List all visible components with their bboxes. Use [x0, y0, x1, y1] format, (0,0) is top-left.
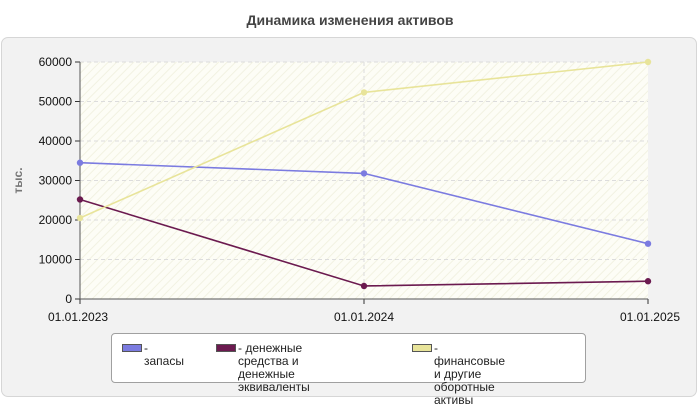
data-point-1-2[interactable]: [644, 278, 652, 285]
grid: [80, 61, 648, 299]
data-point-2-0[interactable]: [76, 214, 84, 222]
series: [76, 58, 652, 290]
x-tick-label: 01.01.2024: [334, 310, 394, 324]
y-tick-label: 20000: [39, 213, 73, 227]
x-tick-label: 01.01.2025: [620, 310, 680, 324]
legend-swatch-financial: [412, 344, 432, 352]
legend-label-cash: - денежные средства и денежные эквивален…: [238, 341, 310, 394]
y-tick-label: 60000: [39, 55, 73, 69]
x-tick-label: 01.01.2023: [48, 310, 108, 324]
chart-title: Динамика изменения активов: [246, 12, 454, 28]
axes: 0 10000 20000 30000 40000 50000 60000 01.01.202…: [39, 55, 681, 324]
data-point-0-2[interactable]: [644, 240, 652, 247]
data-point-1-0[interactable]: [76, 196, 84, 203]
legend-label-zapasy: - запасы: [144, 341, 184, 368]
data-point-2-1[interactable]: [360, 89, 368, 96]
y-tick-label: 50000: [39, 95, 73, 109]
y-tick-label: 30000: [39, 174, 73, 188]
data-point-2-2[interactable]: [644, 58, 652, 66]
data-point-1-1[interactable]: [360, 282, 368, 290]
legend-label-financial: - финансовые и другие оборотные активы: [434, 341, 505, 407]
legend: - запасы - денежные средства и денежные …: [111, 333, 586, 407]
y-tick-label: 10000: [39, 253, 73, 267]
y-tick-label: 40000: [39, 134, 73, 148]
legend-swatch-cash: [216, 344, 236, 352]
legend-swatch-zapasy: [122, 344, 142, 352]
data-point-0-0[interactable]: [76, 159, 84, 166]
y-axis-title: тыс.: [11, 167, 25, 193]
data-point-0-1[interactable]: [360, 170, 368, 177]
y-tick-label: 0: [65, 292, 72, 306]
